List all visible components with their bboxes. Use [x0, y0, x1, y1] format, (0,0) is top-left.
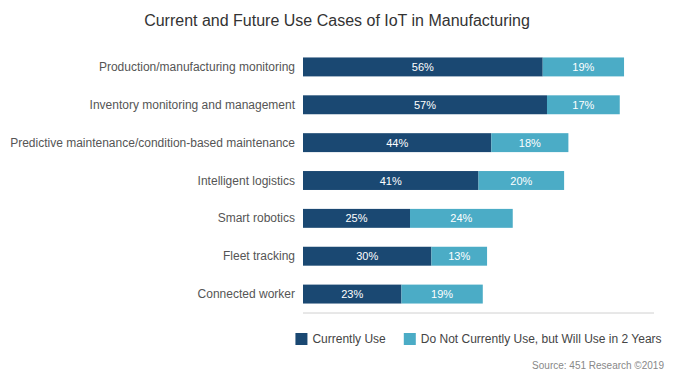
category-label: Fleet tracking: [223, 249, 295, 263]
data-label: 19%: [572, 61, 594, 73]
x-axis-line: [303, 313, 654, 314]
title: Current and Future Use Cases of IoT in M…: [144, 12, 530, 29]
bar: [303, 247, 431, 266]
bar: [431, 247, 487, 266]
data-label: 56%: [412, 61, 434, 73]
category-label: Inventory monitoring and management: [90, 98, 296, 112]
category-label: Connected worker: [198, 287, 295, 301]
bar: [303, 285, 401, 304]
bar: [303, 209, 410, 228]
category-label: Smart robotics: [218, 211, 295, 225]
bar: [303, 57, 543, 76]
bar: [303, 133, 491, 152]
bar: [479, 171, 565, 190]
legend-label: Do Not Currently Use, but Will Use in 2 …: [421, 332, 662, 346]
legend-swatch: [404, 333, 416, 345]
data-label: 23%: [341, 288, 363, 300]
legend-label: Currently Use: [312, 332, 386, 346]
bars: [303, 57, 624, 303]
category-label: Predictive maintenance/condition-based m…: [10, 136, 295, 150]
bar: [547, 95, 620, 114]
category-label: Production/manufacturing monitoring: [99, 60, 295, 74]
data-label: 24%: [450, 212, 472, 224]
data-labels: 56% 57% 44% 41% 25% 30% 23% 19% 17% 18% 20% 24% 13% 1…: [341, 61, 594, 300]
bar: [491, 133, 568, 152]
data-label: 19%: [431, 288, 453, 300]
legend: Currently Use Do Not Currently Use, but W…: [295, 332, 661, 346]
source-note: Source: 451 Research ©2019: [532, 360, 664, 371]
bar: [303, 171, 479, 190]
data-label: 18%: [519, 137, 541, 149]
legend-swatch: [295, 333, 307, 345]
data-label: 44%: [386, 137, 408, 149]
data-label: 20%: [510, 175, 532, 187]
category-label: Intelligent logistics: [198, 174, 295, 188]
page: {"chart_data": { "type": "bar", "orienta…: [0, 0, 674, 377]
data-label: 25%: [345, 212, 367, 224]
chart: Current and Future Use Cases of IoT in M…: [0, 0, 674, 377]
data-label: 17%: [572, 99, 594, 111]
bar: [401, 285, 482, 304]
data-label: 30%: [356, 250, 378, 262]
data-label: 13%: [448, 250, 470, 262]
bar: [303, 95, 547, 114]
data-label: 57%: [414, 99, 436, 111]
data-label: 41%: [380, 175, 402, 187]
bar: [543, 57, 624, 76]
bar: [410, 209, 513, 228]
